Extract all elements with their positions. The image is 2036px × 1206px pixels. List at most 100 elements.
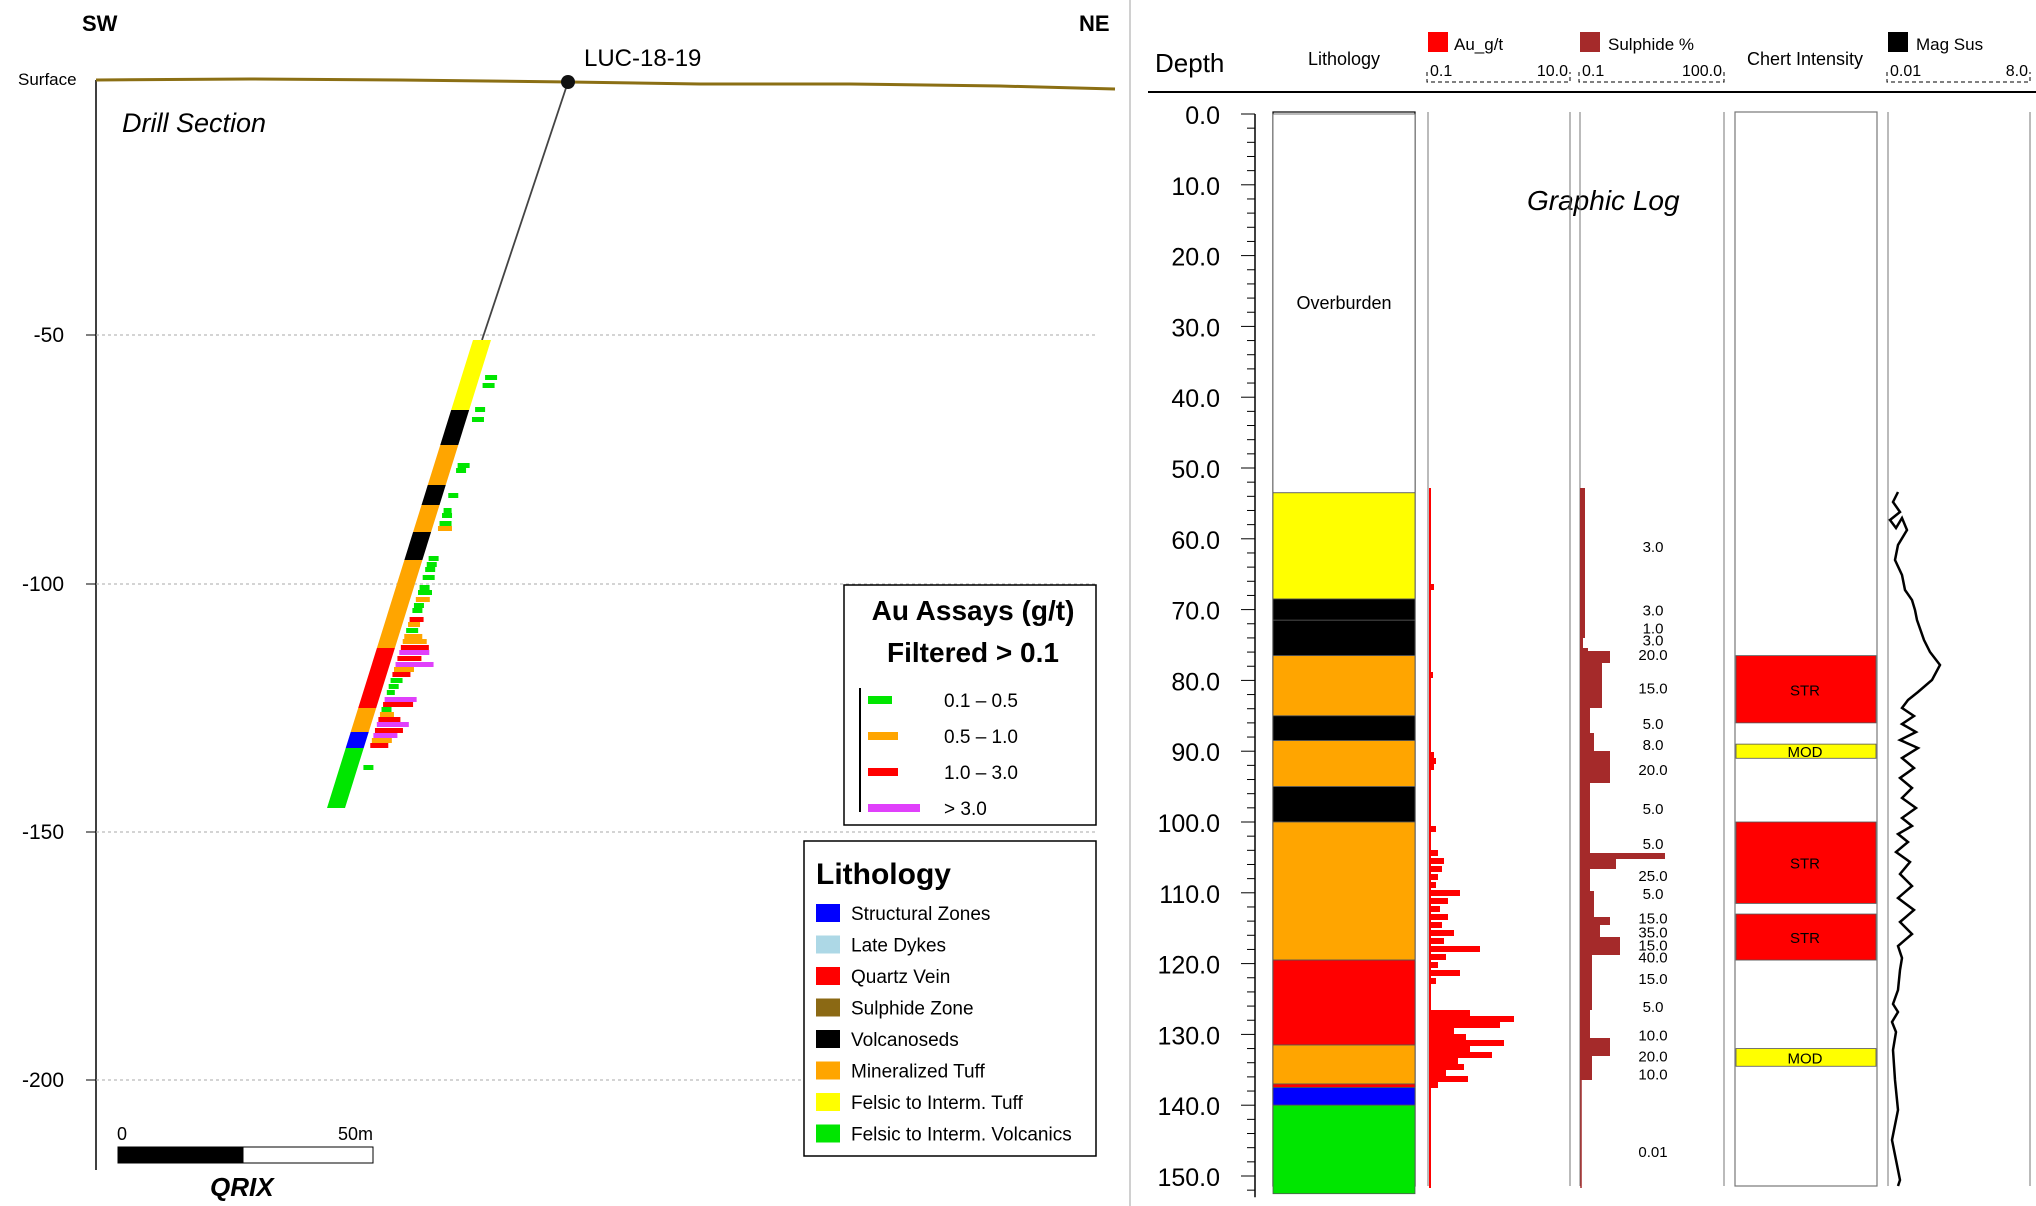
- au-bar: [1430, 758, 1436, 764]
- depth-label: 120.0: [1157, 952, 1220, 980]
- assay-tick: [393, 667, 414, 672]
- au-bar: [1430, 752, 1434, 758]
- assay-tick: [374, 728, 403, 733]
- sulphide-value-label: 10.0: [1638, 1066, 1667, 1083]
- au-bar: [1430, 672, 1433, 678]
- chert-interval: [1735, 913, 1877, 961]
- topography-line: [95, 77, 1116, 91]
- sulphide-value-label: 40.0: [1638, 950, 1667, 967]
- drill-hole-segment: [327, 748, 364, 808]
- assay-tick: [406, 628, 419, 633]
- lithology-column: [1272, 113, 1416, 1195]
- scale-end: 50m: [338, 1124, 373, 1144]
- lithology-interval: [1272, 821, 1416, 961]
- depth-label: 30.0: [1171, 314, 1220, 342]
- lithology-legend-label: Felsic to Interm. Volcanics: [851, 1125, 1072, 1146]
- log-title: Graphic Log: [1527, 185, 1680, 216]
- sulphide-value-label: 5.0: [1643, 716, 1664, 733]
- chert-track: [1734, 111, 1878, 1187]
- assay-tick: [425, 567, 436, 572]
- drill-hole-segment: [427, 445, 459, 485]
- assay-tick: [448, 493, 459, 498]
- magsus-scale-bracket: [1886, 72, 2031, 83]
- assay-tick: [373, 733, 398, 738]
- lithology-legend-label: Late Dykes: [851, 936, 946, 957]
- sulphide-bar: [1580, 1056, 1592, 1080]
- sulphide-histogram: 3.03.01.03.020.015.05.08.020.05.05.025.0…: [1580, 488, 1668, 1188]
- sulphide-bar: [1580, 708, 1590, 733]
- chert-interval-label: STR: [1790, 682, 1820, 699]
- sulphide-value-label: 5.0: [1643, 801, 1664, 818]
- assay-tick: [384, 697, 417, 702]
- sulphide-bar: [1580, 1038, 1610, 1056]
- hole-label: LUC-18-19: [584, 45, 701, 72]
- depth-label: 10.0: [1171, 173, 1220, 201]
- assay-tick: [437, 526, 452, 531]
- assay-legend-label: 0.5 – 1.0: [944, 727, 1018, 748]
- assay-tick: [363, 765, 374, 770]
- lithology-legend-swatch: [816, 1061, 840, 1080]
- sulphide-value-label: 3.0: [1643, 539, 1664, 556]
- depth-header: Depth: [1155, 48, 1224, 78]
- assay-tick: [390, 678, 403, 683]
- assay-legend-subtitle: Filtered > 0.1: [887, 637, 1059, 668]
- assay-tick: [457, 463, 470, 468]
- drill-section-panel: SW NE Surface Drill Section -50 -100 -150 -…: [18, 11, 1116, 1202]
- sulphide-value-label: 5.0: [1643, 886, 1664, 903]
- overburden-label: Overburden: [1296, 293, 1391, 313]
- lithology-interval: [1272, 786, 1416, 823]
- drill-hole-segment: [345, 732, 369, 748]
- lithology-interval: [1272, 619, 1416, 657]
- collar-marker: [561, 75, 575, 89]
- graphic-log-panel: Depth Lithology Au_g/t 0.1 10.0 Sulphide…: [1148, 32, 2036, 1198]
- assay-tick: [392, 672, 411, 677]
- sulphide-bar: [1580, 663, 1602, 708]
- depth-label: 130.0: [1157, 1022, 1220, 1050]
- au-bar: [1430, 1076, 1468, 1082]
- au-bar: [1430, 922, 1442, 928]
- depth-label: 50.0: [1171, 456, 1220, 484]
- lithology-legend-label: Sulphide Zone: [851, 999, 974, 1020]
- magsus-header-swatch: [1888, 32, 1908, 52]
- assay-tick: [370, 743, 389, 748]
- sulphide-value-label: 1.0: [1643, 620, 1664, 637]
- sulphide-min: 0.1: [1582, 63, 1604, 80]
- sulphide-value-label: 15.0: [1638, 971, 1667, 988]
- assay-tick: [402, 639, 427, 644]
- sulphide-header: Sulphide %: [1608, 35, 1694, 54]
- sulphide-value-label: 5.0: [1643, 836, 1664, 853]
- assay-tick: [456, 468, 467, 473]
- assay-tick: [475, 407, 486, 412]
- drill-hole-segment: [358, 648, 395, 708]
- assay-tick: [419, 585, 430, 590]
- lithology-interval: [1272, 1104, 1416, 1195]
- assay-tick: [485, 375, 498, 380]
- sw-label: SW: [82, 11, 118, 36]
- elevation-label: -100: [22, 573, 64, 596]
- lithology-interval: [1272, 1087, 1416, 1106]
- magsus-max: 8.0: [2006, 63, 2028, 80]
- scale-bar-black: [117, 1146, 244, 1164]
- lithology-interval: [1272, 655, 1416, 717]
- depth-label: 0.0: [1185, 102, 1220, 130]
- au-bar: [1430, 866, 1442, 872]
- sulphide-value-label: 15.0: [1638, 680, 1667, 697]
- au-bar: [1430, 890, 1460, 896]
- sulphide-value-label: 25.0: [1638, 868, 1667, 885]
- au-bar: [1430, 826, 1436, 832]
- au-bar: [1430, 1082, 1438, 1088]
- drill-hole-segment: [404, 532, 432, 560]
- au-bar: [1430, 1028, 1454, 1034]
- assay-legend-swatch: [868, 732, 898, 740]
- sulphide-value-label: 15.0: [1638, 911, 1667, 928]
- logo: QRIX: [210, 1172, 275, 1202]
- depth-label: 150.0: [1157, 1164, 1220, 1192]
- sulphide-value-label: 3.0: [1643, 603, 1664, 620]
- sulphide-bar: [1580, 823, 1590, 853]
- au-bar: [1430, 946, 1480, 952]
- lithology-legend-title: Lithology: [816, 858, 951, 891]
- assay-tick: [371, 738, 392, 743]
- lithology-legend-label: Structural Zones: [851, 904, 990, 925]
- sulphide-max: 100.0: [1682, 63, 1722, 80]
